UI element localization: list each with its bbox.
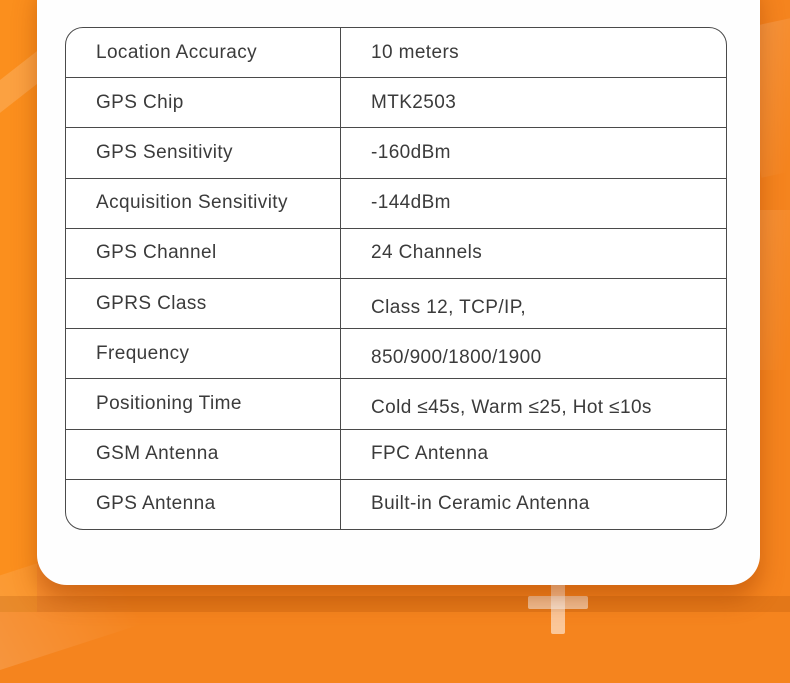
table-row: GSM Antenna FPC Antenna xyxy=(66,429,726,480)
spec-value: -144dBm xyxy=(371,192,451,214)
spec-value: -160dBm xyxy=(371,142,451,163)
spec-value: FPC Antenna xyxy=(371,443,489,465)
spec-value: Class 12, TCP/IP, xyxy=(371,296,526,318)
table-row: GPS Sensitivity -160dBm xyxy=(66,128,726,179)
spec-label: GPS Antenna xyxy=(66,479,341,529)
spec-label: Positioning Time xyxy=(66,379,341,429)
spec-value: Built-in Ceramic Antenna xyxy=(371,493,590,515)
spec-label: Frequency xyxy=(66,329,341,379)
background-bottom-shade xyxy=(0,596,790,612)
spec-label: GPS Chip xyxy=(66,78,341,128)
spec-label: Acquisition Sensitivity xyxy=(66,178,341,228)
table-row: Frequency 850/900/1800/1900 xyxy=(66,329,726,380)
spec-value: MTK2503 xyxy=(371,91,457,113)
spec-value: 24 Channels xyxy=(371,242,483,264)
spec-value: 10 meters xyxy=(371,41,460,63)
spec-value: Cold ≤45s, Warm ≤25, Hot ≤10s xyxy=(371,397,652,419)
spec-label: GPS Sensitivity xyxy=(66,128,341,178)
spec-label: Location Accuracy xyxy=(66,28,341,78)
table-row: Acquisition Sensitivity -144dBm xyxy=(66,178,726,229)
table-row: GPS Chip MTK2503 xyxy=(66,78,726,129)
table-row: GPS Antenna Built-in Ceramic Antenna xyxy=(66,479,726,529)
table-row: Location Accuracy 10 meters xyxy=(66,28,726,79)
spec-label: GPS Channel xyxy=(66,228,341,279)
background-left-stripe xyxy=(0,0,37,612)
spec-value: 850/900/1800/1900 xyxy=(371,346,542,368)
plus-icon xyxy=(528,574,588,644)
table-row: Positioning Time Cold ≤45s, Warm ≤25, Ho… xyxy=(66,379,726,430)
spec-table: Location Accuracy 10 meters GPS Chip MTK… xyxy=(65,27,727,530)
table-row: GPS Channel 24 Channels xyxy=(66,228,726,280)
spec-label: GSM Antenna xyxy=(66,429,341,479)
table-row: GPRS Class Class 12, TCP/IP, xyxy=(66,279,726,330)
spec-label: GPRS Class xyxy=(66,279,341,329)
